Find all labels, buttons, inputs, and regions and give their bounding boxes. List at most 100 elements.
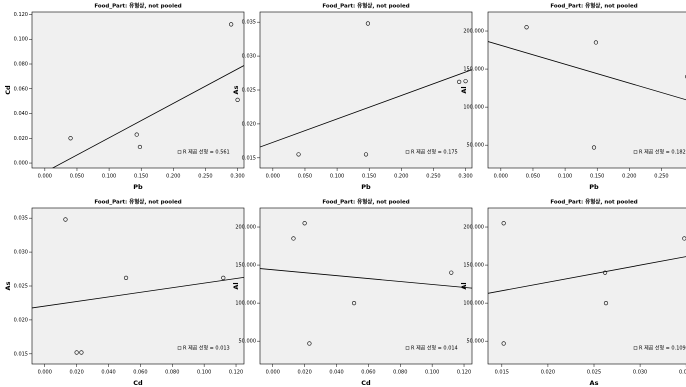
point [229,22,234,27]
fit-line [488,41,686,101]
y-tick-label: 0.030 [14,250,28,256]
point [591,145,597,150]
x-tick-label: 0.040 [101,370,115,376]
fit-line [51,65,244,168]
x-axis-label: Cd [133,379,143,387]
annotation-marker [405,346,410,350]
x-tick-label: 0.100 [102,174,116,180]
y-axis-label: Al [460,86,468,93]
x-tick-label: 0.015 [495,370,509,376]
x-tick-label: 0.120 [229,370,243,376]
fit-line [260,69,472,148]
plot-area [259,11,473,169]
x-axis-label: Pb [133,183,143,191]
x-tick-label: 0.250 [654,174,668,180]
point [63,217,68,222]
y-tick-label: 0.020 [14,136,28,142]
point [74,350,79,355]
annotation-marker [405,150,410,154]
annotation: R 제곱 선형 = 0.014 [411,345,458,352]
x-tick-label: 0.050 [70,174,84,180]
annotation: R 제곱 선형 = 0.175 [411,149,458,156]
point [68,136,73,141]
annotation-marker [177,150,182,154]
point [602,270,608,275]
y-tick-label: 0.080 [14,62,28,68]
annotation: R 제곱 선형 = 0.182 [639,149,686,156]
point [307,341,312,346]
y-tick-label: 0.040 [14,111,28,117]
y-tick-label: 200.000 [463,225,484,231]
point [449,270,454,275]
x-tick-label: 0.050 [298,174,312,180]
x-tick-label: 0.120 [457,370,471,376]
point [603,301,609,306]
x-tick-label: 0.035 [679,370,686,376]
x-axis-label: Pb [589,183,599,191]
x-tick-label: 0.200 [394,174,408,180]
annotation-marker [177,346,182,350]
x-tick-label: 0.060 [133,370,147,376]
x-tick-label: 0.000 [266,174,280,180]
x-tick-label: 0.200 [166,174,180,180]
scatter-panel: Food_Part: 유형상, not pooled As Al 0.015 0.020… [460,198,686,387]
x-tick-label: 0.040 [329,370,343,376]
point [365,21,371,26]
y-tick-label: 0.120 [14,12,28,18]
y-tick-label: 50.000 [239,339,257,345]
y-tick-label: 0.100 [14,37,28,43]
chart-title: Food_Part: 유형상, not pooled [322,198,409,206]
annotation: R 제곱 선형 = 0.561 [183,149,230,156]
point [524,25,529,30]
x-tick-label: 0.100 [558,174,572,180]
y-axis-label: Cd [4,85,12,95]
y-tick-label: 0.020 [14,317,28,323]
y-tick-label: 150.000 [463,263,484,269]
annotation-marker [633,346,638,350]
x-tick-label: 0.150 [362,174,376,180]
plot-area [487,207,686,365]
chart-title: Food_Part: 유형상, not pooled [94,198,181,206]
chart-title: Food_Part: 유형상, not pooled [550,198,637,206]
y-axis-label: As [232,85,240,94]
scatter-panel: Food_Part: 유형상, not pooled Cd Al 0.000 0.020… [232,198,473,387]
x-tick-label: 0.200 [622,174,636,180]
x-tick-label: 0.250 [198,174,212,180]
chart-title: Food_Part: 유형상, not pooled [322,2,409,10]
x-tick-label: 0.150 [590,174,604,180]
point [134,132,139,137]
y-axis-label: As [4,281,12,290]
x-tick-label: 0.020 [541,370,555,376]
point [291,236,296,241]
point [235,97,240,103]
x-tick-label: 0.060 [361,370,375,376]
x-tick-label: 0.250 [426,174,440,180]
fit-line [260,268,472,289]
y-tick-label: 100.000 [235,301,256,307]
y-axis-label: Al [232,282,240,289]
y-tick-label: 0.000 [14,161,28,167]
x-tick-label: 0.100 [330,174,344,180]
point [463,79,468,84]
x-tick-label: 0.000 [38,174,52,180]
point [685,74,686,79]
annotation-marker [633,150,638,154]
y-tick-label: 100.000 [463,301,484,307]
x-tick-label: 0.020 [69,370,83,376]
scatter-panel: Food_Part: 유형상, not pooled Cd As 0.000 0.020… [4,198,245,387]
point [363,152,369,157]
y-tick-label: 150.000 [463,67,484,73]
x-axis-label: Pb [361,183,371,191]
x-tick-label: 0.150 [134,174,148,180]
chart-title: Food_Part: 유형상, not pooled [94,2,181,10]
y-tick-label: 0.035 [242,20,256,26]
scatter-panel: Food_Part: 유형상, not pooled Pb Al 0.000 0.050… [460,2,686,191]
y-tick-label: 0.025 [242,88,256,94]
scatter-panel: Food_Part: 유형상, not pooled Pb Cd 0.000 0.050… [4,2,245,192]
x-tick-label: 0.030 [633,370,647,376]
y-tick-label: 0.015 [14,351,28,357]
point [593,40,599,45]
point [221,275,226,280]
x-tick-label: 0.000 [494,174,508,180]
